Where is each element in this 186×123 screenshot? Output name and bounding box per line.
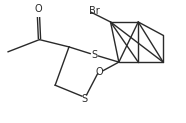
Text: O: O xyxy=(35,4,42,14)
Text: S: S xyxy=(92,50,98,60)
Text: O: O xyxy=(96,67,103,77)
Text: Br: Br xyxy=(89,6,100,16)
Text: S: S xyxy=(82,94,88,104)
